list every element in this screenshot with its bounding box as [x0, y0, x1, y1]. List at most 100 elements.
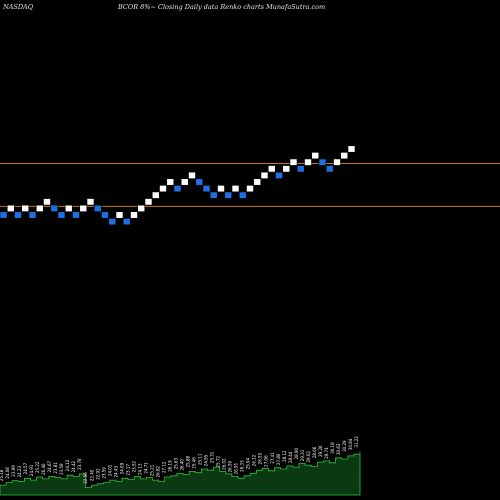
- volume-label-52: 29.02: [306, 451, 311, 463]
- volume-label-24: 24.13: [137, 463, 142, 475]
- volume-label-36: 25.31: [210, 451, 215, 463]
- renko-brick-8: [50, 204, 59, 212]
- volume-label-50: 28.90: [294, 447, 299, 459]
- renko-brick-38: [267, 165, 276, 173]
- volume-label-51: 29.31: [300, 449, 305, 461]
- renko-brick-12: [79, 204, 88, 212]
- renko-brick-46: [325, 165, 334, 173]
- volume-label-60: 31.22: [354, 436, 359, 448]
- volume-label-21: 24.09: [119, 462, 124, 474]
- renko-brick-27: [188, 171, 196, 179]
- volume-label-40: 26.91: [234, 462, 239, 474]
- volume-label-9: 24.67: [47, 460, 52, 472]
- renko-brick-17: [115, 211, 124, 219]
- renko-brick-22: [151, 191, 160, 199]
- volume-label-58: 30.29: [342, 440, 347, 452]
- volume-label-41: 26.33: [240, 460, 245, 472]
- renko-brick-43: [304, 158, 312, 166]
- volume-area: [0, 451, 361, 496]
- volume-label-42: 25.94: [246, 457, 251, 469]
- volume-label-39: 26.59: [228, 460, 233, 472]
- volume-label-22: 23.17: [125, 464, 130, 476]
- renko-brick-21: [144, 198, 153, 206]
- renko-brick-32: [224, 191, 233, 199]
- renko-brick-31: [217, 185, 225, 193]
- volume-label-57: 30.63: [336, 443, 341, 455]
- renko-brick-18: [122, 218, 131, 226]
- volume-label-29: 26.19: [168, 460, 173, 472]
- renko-brick-7: [43, 198, 51, 206]
- volume-label-27: 26.82: [155, 465, 160, 477]
- renko-brick-15: [101, 211, 109, 219]
- volume-label-18: 23.59: [101, 467, 106, 479]
- renko-brick-41: [289, 158, 298, 166]
- renko-brick-49: [347, 145, 356, 153]
- volume-label-35: 24.95: [204, 454, 209, 466]
- renko-brick-11: [72, 211, 80, 219]
- volume-label-34: 25.11: [198, 453, 203, 465]
- volume-label-23: 23.52: [131, 460, 136, 472]
- volume-label-1: 25.18: [0, 469, 4, 481]
- volume-label-8: 26.46: [41, 463, 46, 475]
- renko-brick-29: [202, 185, 211, 193]
- renko-brick-1: [0, 211, 8, 219]
- renko-brick-42: [296, 165, 305, 173]
- volume-label-33: 25.46: [192, 457, 197, 469]
- volume-label-46: 27.41: [270, 452, 275, 464]
- volume-label-30: 25.63: [174, 457, 179, 469]
- exchange-label: NASDAQ: [3, 3, 34, 11]
- volume-label-56: 30.18: [330, 442, 335, 454]
- renko-brick-20: [137, 204, 146, 212]
- volume-label-19: 24.01: [107, 464, 112, 476]
- renko-brick-33: [231, 185, 240, 193]
- volume-label-15: 22.56: [83, 472, 88, 484]
- volume-label-7: 25.22: [35, 461, 40, 473]
- renko-brick-6: [35, 204, 44, 212]
- volume-label-12: 24.12: [65, 459, 70, 471]
- volume-label-59: 30.84: [348, 438, 353, 450]
- volume-label-25: 24.71: [143, 462, 148, 474]
- volume-label-49: 28.44: [288, 451, 293, 463]
- renko-brick-47: [333, 158, 341, 166]
- renko-brick-26: [180, 178, 189, 186]
- volume-label-5: 24.57: [23, 462, 28, 474]
- renko-brick-23: [159, 185, 167, 193]
- volume-label-10: 23.81: [53, 462, 58, 474]
- volume-label-11: 23.59: [59, 463, 64, 475]
- renko-brick-2: [6, 204, 15, 212]
- renko-brick-28: [195, 178, 204, 186]
- renko-brick-34: [238, 191, 247, 199]
- volume-label-53: 28.66: [312, 446, 317, 458]
- volume-label-45: 27.06: [264, 455, 269, 467]
- renko-brick-4: [21, 204, 30, 212]
- renko-brick-16: [108, 218, 117, 226]
- volume-label-47: 27.80: [276, 453, 281, 465]
- renko-brick-44: [311, 152, 320, 160]
- renko-brick-24: [166, 178, 175, 186]
- renko-brick-25: [173, 185, 182, 193]
- renko-brick-39: [275, 171, 283, 179]
- volume-label-32: 25.88: [186, 455, 191, 467]
- renko-brick-40: [282, 165, 291, 173]
- volume-label-26: 25.21: [149, 464, 154, 476]
- volume-label-14: 23.78: [77, 458, 82, 470]
- renko-brick-37: [260, 171, 269, 179]
- renko-brick-13: [86, 198, 95, 206]
- volume-label-44: 26.55: [258, 452, 263, 464]
- volume-label-54: 29.26: [318, 445, 323, 457]
- renko-brick-3: [14, 211, 22, 219]
- volume-label-6: 24.91: [29, 464, 34, 476]
- volume-label-43: 26.12: [252, 454, 257, 466]
- volume-label-2: 24.08: [5, 467, 10, 479]
- renko-brick-35: [246, 185, 254, 193]
- renko-brick-14: [93, 204, 102, 212]
- chart-description: BCOR 8%~ Closing Daily data Renko charts…: [118, 3, 326, 11]
- volume-label-31: 26.40: [180, 459, 185, 471]
- volume-label-38: 26.02: [222, 458, 227, 470]
- volume-label-3: 23.99: [11, 465, 16, 477]
- renko-brick-45: [318, 158, 327, 166]
- volume-label-4: 24.23: [17, 465, 22, 477]
- renko-brick-19: [130, 211, 138, 219]
- volume-label-48: 28.12: [282, 450, 287, 462]
